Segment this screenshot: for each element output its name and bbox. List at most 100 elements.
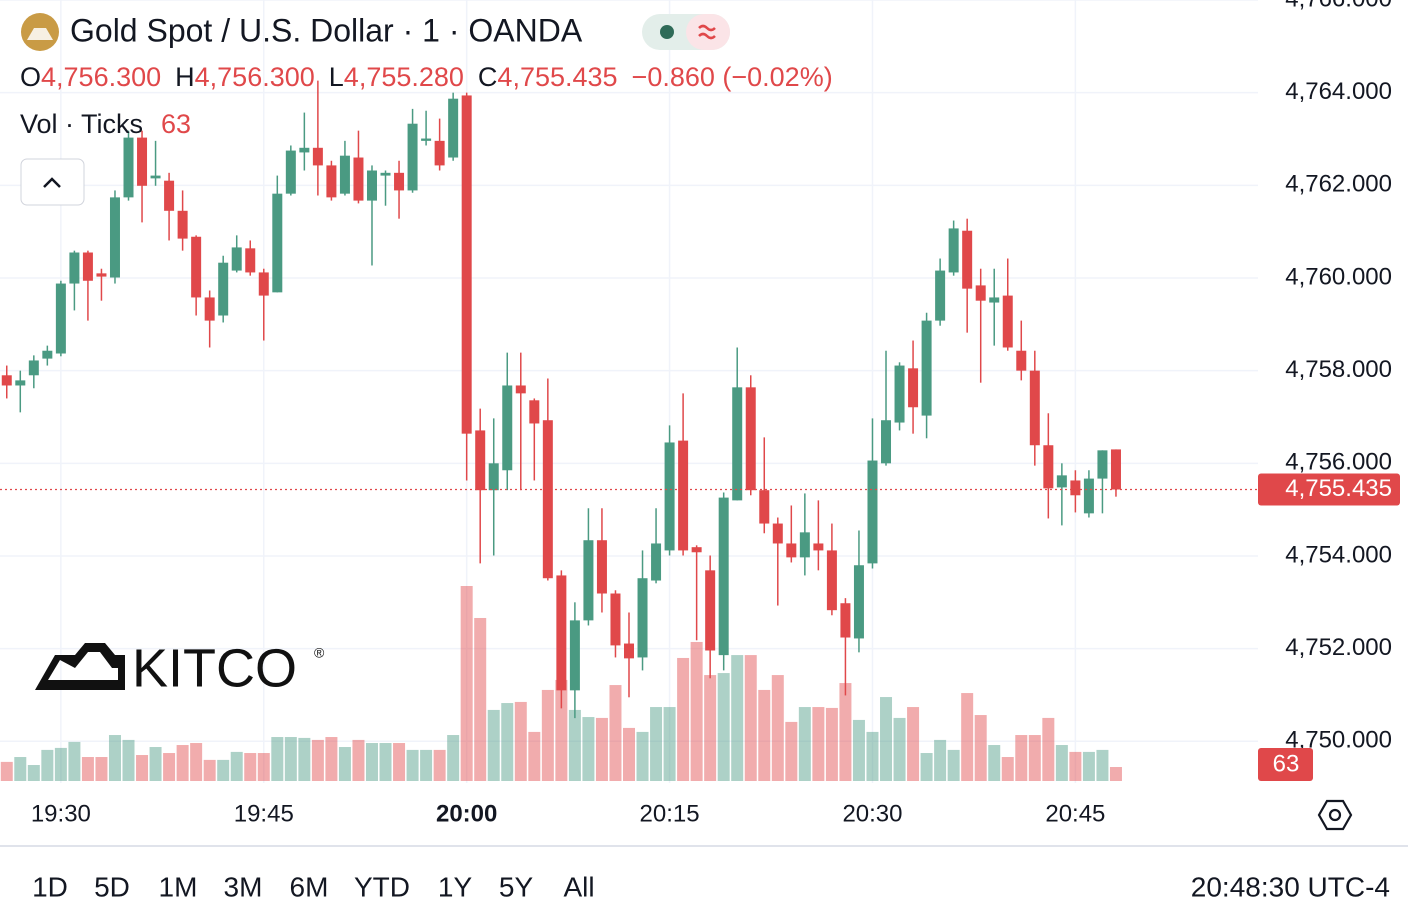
candle-body — [772, 523, 783, 544]
candle-body — [272, 193, 283, 293]
candle-body — [339, 155, 350, 194]
volume-bar — [1042, 717, 1055, 781]
candle-body — [664, 442, 675, 551]
clock: 20:48:30 UTC-4 — [1191, 871, 1390, 902]
y-tick-label: 4,754.000 — [1285, 541, 1392, 568]
last-price-label: 4,755.435 — [1285, 475, 1392, 502]
ohlc-legend: O4,756.300 H4,756.300 L4,755.280 C4,755.435… — [20, 62, 833, 92]
volume-bar — [14, 757, 27, 781]
ohlc-key: C — [478, 62, 498, 92]
watermark-registered: ® — [314, 645, 325, 661]
range-button[interactable]: YTD — [354, 871, 410, 902]
volume-bar — [1015, 735, 1028, 781]
watermark-icon — [35, 643, 125, 690]
candle-body — [678, 440, 689, 551]
volume-bar — [1001, 757, 1014, 781]
volume-bar — [122, 739, 135, 781]
volume-bar — [136, 755, 149, 781]
candle-body — [1016, 350, 1027, 371]
candle-body — [312, 147, 323, 166]
volume-bar — [433, 749, 446, 781]
volume-bar — [149, 747, 162, 781]
volume-bar — [961, 693, 974, 781]
candle-body — [231, 247, 242, 271]
candle-body — [948, 228, 959, 273]
footer: 20:48:30 UTC-4 1D 5D 1M 3M 6M YTD 1Y 5Y All — [32, 871, 1390, 902]
last-price-badge — [1258, 473, 1400, 506]
range-button[interactable]: 6M — [290, 871, 329, 902]
volume-bar — [406, 749, 419, 781]
volume-bar — [907, 707, 920, 781]
volume-layer — [0, 586, 1122, 781]
candle-body — [1, 375, 12, 386]
volume-bar — [839, 683, 852, 781]
range-button[interactable]: 5D — [94, 871, 130, 902]
candle-body — [326, 165, 337, 198]
candle-body — [1029, 370, 1040, 446]
volume-bar — [528, 731, 541, 781]
volume-bar — [230, 751, 243, 781]
volume-bar — [717, 673, 730, 781]
settings-icon[interactable] — [1317, 799, 1353, 831]
volume-bar — [108, 735, 121, 781]
candle-body — [786, 543, 797, 558]
candle-body — [69, 252, 80, 284]
candle-layer — [1, 80, 1121, 719]
volume-bar — [690, 641, 703, 781]
candle-body — [461, 95, 472, 434]
y-tick-label: 4,760.000 — [1285, 263, 1392, 290]
volume-bar — [365, 743, 378, 781]
candle-body — [989, 297, 1000, 303]
y-tick-label: 4,762.000 — [1285, 171, 1392, 198]
range-button[interactable]: 3M — [224, 871, 263, 902]
collapse-button[interactable] — [20, 158, 85, 206]
ohlc-key: L — [329, 62, 344, 92]
range-button[interactable]: 1D — [32, 871, 68, 902]
candle-body — [177, 210, 188, 239]
range-button[interactable]: 1M — [159, 871, 198, 902]
candle-body — [908, 368, 919, 408]
overlay-layer: 4,750.0004,752.0004,754.0004,756.0004,75… — [0, 0, 1400, 827]
candle-body — [975, 285, 986, 301]
candle-body — [15, 380, 26, 386]
candle-body — [840, 603, 851, 638]
candle-body — [421, 138, 432, 141]
volume-legend: Vol · Ticks 63 — [20, 109, 191, 139]
candle-body — [569, 620, 580, 691]
candle-body — [353, 157, 364, 201]
volume-bar — [284, 737, 297, 781]
volume-bar — [244, 753, 257, 781]
candle-body — [475, 430, 486, 491]
volume-bar — [41, 749, 54, 781]
volume-bar — [636, 731, 649, 781]
candle-body — [799, 532, 810, 558]
candle-body — [637, 578, 648, 658]
range-button[interactable]: 1Y — [438, 871, 473, 902]
volume-bar — [203, 759, 216, 781]
candle-body — [1070, 480, 1081, 496]
settings-hexagon — [1317, 799, 1353, 831]
candle-body — [556, 575, 567, 691]
range-button[interactable]: All — [563, 871, 594, 902]
candle-body — [407, 123, 418, 191]
candle-body — [1110, 449, 1121, 490]
candle-body — [448, 98, 459, 158]
ohlc-value: 4,756.300 — [41, 62, 161, 92]
volume-bar — [609, 685, 622, 781]
volume-bar — [1069, 751, 1082, 781]
candle-body — [881, 420, 892, 464]
candle-body — [285, 150, 296, 194]
candle-body — [42, 350, 53, 359]
candle-body — [82, 252, 93, 281]
candle-body — [380, 172, 391, 176]
ohlc-value: 4,755.280 — [344, 62, 464, 92]
volume-bar — [68, 741, 81, 781]
volume-bar — [595, 717, 608, 781]
range-button[interactable]: 5Y — [499, 871, 534, 902]
candle-body — [691, 547, 702, 553]
volume-bar — [677, 657, 690, 781]
volume-legend-value: 63 — [161, 109, 191, 139]
x-tick-label: 20:15 — [640, 800, 700, 827]
volume-bar — [812, 707, 825, 781]
candle-body — [488, 463, 499, 491]
